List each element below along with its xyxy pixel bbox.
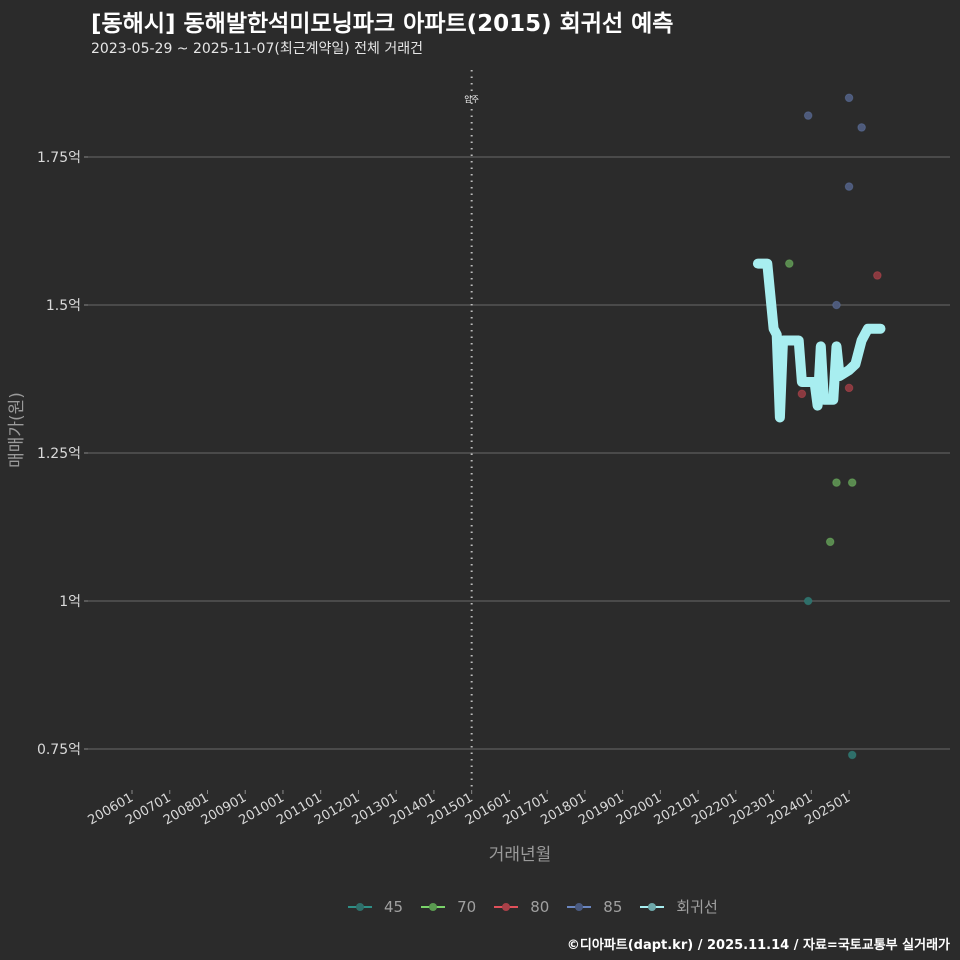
legend-label: 45 xyxy=(384,897,404,916)
y-tick-label: 1억 xyxy=(59,594,81,610)
data-point-85[interactable] xyxy=(832,300,841,310)
legend-label: 80 xyxy=(530,897,550,916)
data-point-70[interactable] xyxy=(825,537,835,547)
data-point-70[interactable] xyxy=(847,478,857,487)
regression-line xyxy=(752,258,886,423)
data-point-80[interactable] xyxy=(873,271,882,280)
legend-key-icon xyxy=(348,902,372,911)
y-tick-label: 1.5억 xyxy=(46,298,81,314)
legend-key-icon xyxy=(640,902,665,911)
y-tick-label: 0.75억 xyxy=(37,742,81,758)
legend-item-80[interactable]: 80 xyxy=(494,898,549,916)
data-point-85[interactable] xyxy=(803,111,813,120)
data-point-85[interactable] xyxy=(844,93,854,103)
data-point-85[interactable] xyxy=(844,182,854,191)
y-tick-label: 1.25억 xyxy=(37,446,81,462)
data-point-80[interactable] xyxy=(844,383,854,393)
data-point-85[interactable] xyxy=(857,123,866,132)
data-point-45[interactable] xyxy=(803,596,813,606)
legend-item-70[interactable]: 70 xyxy=(421,898,476,916)
data-point-70[interactable] xyxy=(832,478,841,487)
y-tick-label: 1.75억 xyxy=(37,150,81,166)
source-caption: ©디아파트(dapt.kr) / 2025.11.14 / 자료=국토교통부 실… xyxy=(566,938,950,953)
legend-item-45[interactable]: 45 xyxy=(348,898,403,916)
legend-label: 회귀선 xyxy=(676,898,718,916)
chart-title: [동해시] 동해발한석미모닝파크 아파트(2015) 회귀선 예측 xyxy=(91,11,674,37)
data-point-70[interactable] xyxy=(785,259,794,268)
legend-label: 85 xyxy=(603,897,623,916)
move-in-label: 입주 xyxy=(464,95,479,104)
chart-subtitle: 2023-05-29 ~ 2025-11-07(최근계약일) 전체 거래건 xyxy=(91,41,423,57)
legend-item-85[interactable]: 85 xyxy=(567,898,622,916)
data-point-45[interactable] xyxy=(847,750,857,760)
legend-key-icon xyxy=(567,902,592,911)
data-point-80[interactable] xyxy=(797,389,807,399)
x-axis-title: 거래년월 xyxy=(489,845,552,865)
legend-key-icon xyxy=(421,902,446,911)
legend-item-regression[interactable]: 회귀선 xyxy=(640,896,718,917)
legend-key-icon xyxy=(494,902,519,911)
y-axis-title: 매매가(원) xyxy=(7,392,27,468)
legend-label: 70 xyxy=(457,897,477,916)
legend: 45 70 80 85 회귀선 xyxy=(348,896,718,917)
